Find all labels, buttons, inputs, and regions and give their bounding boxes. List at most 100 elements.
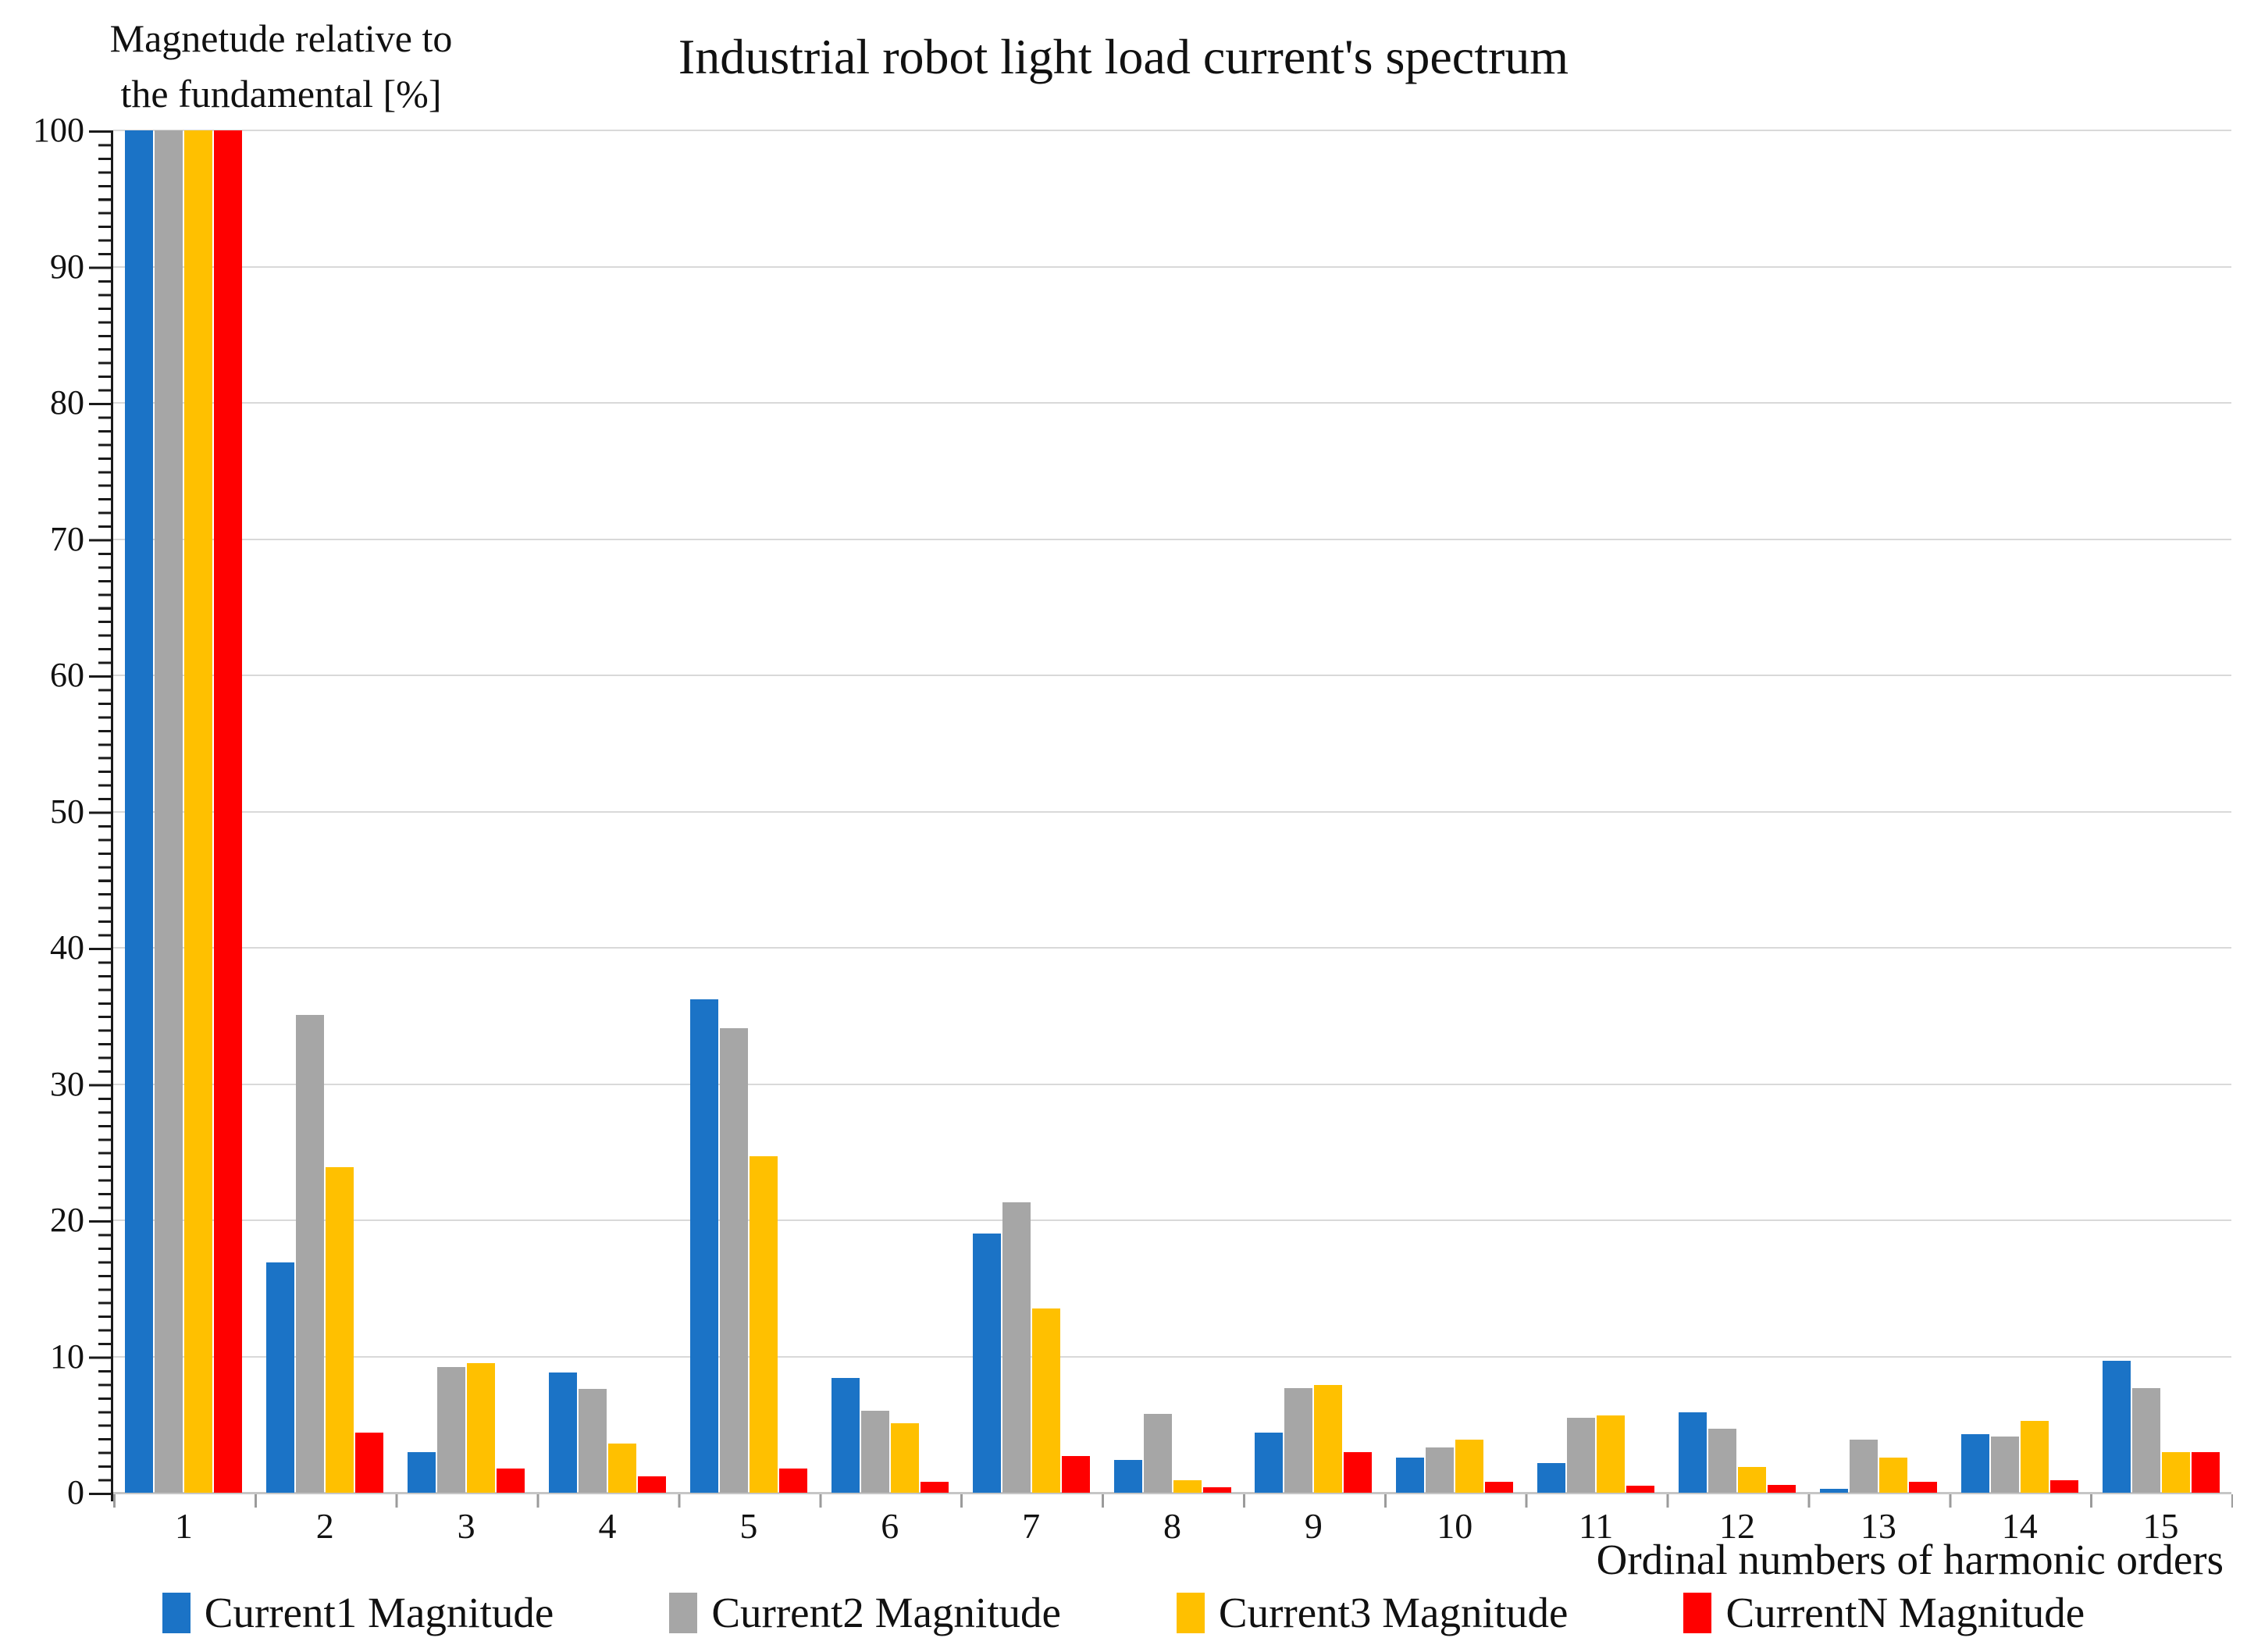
bar-series1-cat10 — [1396, 1457, 1425, 1493]
gridline-10 — [113, 1355, 2231, 1358]
x-tick-label-12: 12 — [1718, 1506, 1755, 1546]
x-tick-label-15: 15 — [2142, 1506, 2179, 1546]
legend-item-1[interactable]: Current1 Magnitude — [162, 1588, 554, 1637]
bar-series4-cat5 — [778, 1468, 807, 1493]
x-tick-label-4: 4 — [598, 1506, 617, 1546]
bar-series1-cat3 — [408, 1451, 436, 1493]
bar-series1-cat8 — [1113, 1460, 1142, 1493]
gridline-100 — [113, 130, 2231, 131]
bar-series3-cat14 — [2020, 1420, 2049, 1493]
bar-series2-cat12 — [1708, 1429, 1736, 1493]
x-tick-label-8: 8 — [1163, 1506, 1181, 1546]
bar-series2-cat4 — [579, 1389, 607, 1493]
y-tick-label-60: 60 — [50, 656, 84, 694]
bar-series4-cat11 — [1626, 1486, 1655, 1493]
y-tick-label-0: 0 — [67, 1473, 84, 1511]
bar-series3-cat4 — [608, 1444, 637, 1493]
bar-series2-cat7 — [1002, 1202, 1031, 1493]
bar-series4-cat4 — [638, 1476, 667, 1493]
gridline-40 — [113, 947, 2231, 949]
x-tick-label-1: 1 — [174, 1506, 193, 1546]
legend-label: CurrentN Magnitude — [1725, 1589, 2085, 1636]
y-tick-label-80: 80 — [50, 383, 84, 422]
bar-series3-cat12 — [1737, 1466, 1766, 1493]
bar-series2-cat13 — [1849, 1439, 1878, 1493]
x-tick-label-14: 14 — [2001, 1506, 2038, 1546]
bar-series2-cat10 — [1426, 1447, 1455, 1493]
bar-series2-cat2 — [296, 1014, 325, 1493]
legend-swatch-icon — [162, 1592, 191, 1633]
bar-series1-cat2 — [266, 1262, 295, 1493]
x-tick-label-2: 2 — [315, 1506, 334, 1546]
y-tick-label-70: 70 — [50, 519, 84, 558]
x-tick-label-7: 7 — [1022, 1506, 1041, 1546]
bar-series4-cat9 — [1344, 1451, 1373, 1493]
bar-series2-cat3 — [437, 1367, 466, 1493]
y-axis-title-line2: the fundamental [%] — [120, 72, 442, 116]
y-tick-label-10: 10 — [50, 1337, 84, 1376]
bar-series2-cat15 — [2131, 1387, 2160, 1493]
y-axis-title: Magnetude relative to the fundamental [%… — [47, 11, 515, 122]
bar-series3-cat5 — [749, 1156, 778, 1493]
x-axis-ticks — [113, 1494, 2233, 1508]
legend: Current1 Magnitude Current2 Magnitude Curr… — [0, 1588, 2247, 1637]
bar-series4-cat13 — [1908, 1482, 1937, 1493]
bar-series1-cat5 — [689, 999, 718, 1493]
bar-series4-cat2 — [355, 1433, 384, 1493]
x-tick-label-5: 5 — [739, 1506, 758, 1546]
bar-series4-cat1 — [214, 130, 243, 1493]
bar-series1-cat15 — [2102, 1360, 2131, 1493]
x-axis-title: Ordinal numbers of harmonic orders — [1596, 1536, 2224, 1583]
bar-series1-cat9 — [1255, 1433, 1284, 1493]
bar-series4-cat8 — [1202, 1487, 1231, 1493]
bar-series2-cat1 — [155, 130, 183, 1493]
bar-series3-cat7 — [1031, 1308, 1060, 1493]
legend-swatch-icon — [669, 1592, 698, 1633]
y-tick-label-40: 40 — [50, 928, 84, 967]
bar-series1-cat11 — [1537, 1462, 1566, 1493]
bar-series4-cat7 — [1061, 1455, 1090, 1493]
bar-series4-cat10 — [1485, 1482, 1514, 1493]
y-tick-label-20: 20 — [50, 1201, 84, 1239]
legend-label: Current2 Magnitude — [711, 1589, 1061, 1636]
legend-item-4[interactable]: CurrentN Magnitude — [1683, 1588, 2085, 1637]
legend-item-2[interactable]: Current2 Magnitude — [669, 1588, 1061, 1637]
gridline-30 — [113, 1083, 2231, 1085]
bar-series3-cat8 — [1173, 1480, 1202, 1493]
x-tick-label-3: 3 — [457, 1506, 475, 1546]
bar-series4-cat15 — [2191, 1451, 2220, 1493]
bar-series1-cat13 — [1819, 1488, 1848, 1493]
gridline-50 — [113, 810, 2231, 813]
bar-series3-cat3 — [467, 1363, 496, 1493]
bar-series2-cat6 — [860, 1411, 889, 1493]
x-tick-label-11: 11 — [1578, 1506, 1614, 1546]
bar-series3-cat6 — [890, 1423, 919, 1493]
x-tick-label-10: 10 — [1437, 1506, 1473, 1546]
legend-swatch-icon — [1683, 1592, 1712, 1633]
bar-series4-cat14 — [2049, 1480, 2078, 1493]
bar-series2-cat8 — [1143, 1413, 1172, 1493]
bar-series2-cat14 — [1990, 1437, 2019, 1493]
gridline-70 — [113, 538, 2231, 540]
y-axis-major-ticks — [89, 130, 112, 1497]
y-axis-line — [111, 130, 113, 1501]
bar-series2-cat5 — [719, 1027, 748, 1493]
bar-series3-cat11 — [1597, 1415, 1626, 1493]
bar-series4-cat3 — [497, 1468, 525, 1493]
bar-series1-cat4 — [549, 1373, 578, 1493]
bar-series3-cat9 — [1314, 1385, 1343, 1493]
legend-swatch-icon — [1176, 1592, 1205, 1633]
x-tick-label-13: 13 — [1860, 1506, 1896, 1546]
x-tick-label-6: 6 — [881, 1506, 899, 1546]
legend-item-3[interactable]: Current3 Magnitude — [1176, 1588, 1568, 1637]
gridline-80 — [113, 402, 2231, 404]
bar-series4-cat12 — [1767, 1484, 1796, 1493]
bar-series1-cat7 — [972, 1234, 1001, 1493]
bar-series3-cat10 — [1455, 1439, 1484, 1493]
y-tick-label-100: 100 — [33, 111, 84, 149]
y-tick-label-90: 90 — [50, 247, 84, 286]
gridline-90 — [113, 265, 2231, 268]
legend-label: Current1 Magnitude — [204, 1589, 554, 1636]
plot-area — [113, 130, 2231, 1494]
